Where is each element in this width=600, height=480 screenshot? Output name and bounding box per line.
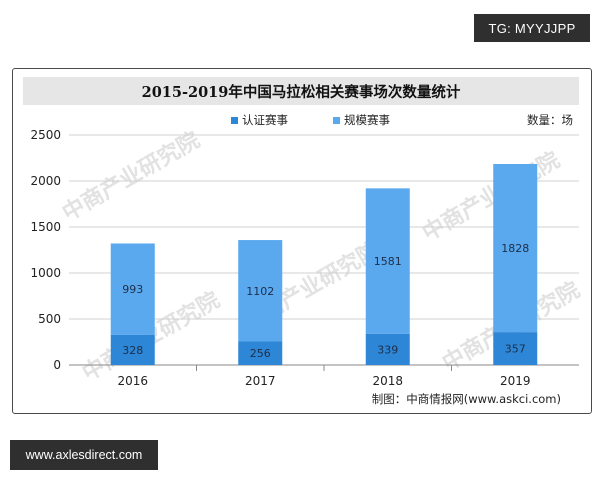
bottom-tag: www.axlesdirect.com bbox=[10, 440, 158, 470]
data-label-scale: 1102 bbox=[246, 285, 274, 298]
chart-legend: 认证赛事 规模赛事 数量：场 bbox=[13, 107, 591, 131]
bar-segment-certified bbox=[110, 334, 155, 365]
y-tick-label: 0 bbox=[53, 358, 61, 372]
legend-item-scale: 规模赛事 bbox=[333, 112, 390, 128]
legend-label-certified: 认证赛事 bbox=[242, 113, 288, 127]
y-tick-label: 1500 bbox=[30, 220, 61, 234]
legend-swatch-scale bbox=[333, 116, 340, 124]
data-label-certified: 256 bbox=[250, 347, 271, 360]
x-tick-label: 2018 bbox=[372, 374, 403, 388]
data-label-certified: 328 bbox=[122, 344, 143, 357]
bar-segment-scale bbox=[110, 243, 155, 335]
data-label-certified: 339 bbox=[377, 343, 398, 356]
y-tick-label: 500 bbox=[38, 312, 61, 326]
data-label-scale: 1581 bbox=[374, 255, 402, 268]
y-tick-label: 2500 bbox=[30, 128, 61, 142]
x-tick-label: 2017 bbox=[245, 374, 276, 388]
y-tick-label: 2000 bbox=[30, 174, 61, 188]
bar-segment-certified bbox=[365, 333, 410, 365]
chart-frame: 2015-2019年中国马拉松相关赛事场次数量统计 认证赛事 规模赛事 数量：场… bbox=[12, 68, 592, 414]
x-tick-label: 2016 bbox=[117, 374, 148, 388]
data-label-scale: 1828 bbox=[501, 242, 529, 255]
data-label-scale: 993 bbox=[122, 283, 143, 296]
source-note: 制图：中商情报网(www.askci.com) bbox=[371, 392, 561, 406]
bar-segment-certified bbox=[238, 341, 283, 365]
x-tick-label: 2019 bbox=[500, 374, 531, 388]
data-label-certified: 357 bbox=[505, 343, 526, 356]
chart-title: 2015-2019年中国马拉松相关赛事场次数量统计 bbox=[23, 77, 579, 105]
bar-segment-certified bbox=[493, 332, 538, 365]
y-tick-label: 1000 bbox=[30, 266, 61, 280]
bar-segment-scale bbox=[365, 188, 410, 334]
legend-label-scale: 规模赛事 bbox=[344, 113, 390, 127]
bar-chart: 0 500 1000 1500 2000 2500 328 993 2016 256 1102 201… bbox=[30, 128, 579, 388]
bar-segment-scale bbox=[493, 163, 538, 333]
bar-segment-scale bbox=[238, 240, 283, 342]
top-tag: TG: MYYJJPP bbox=[474, 14, 590, 42]
legend-swatch-certified bbox=[231, 116, 238, 124]
legend-item-certified: 认证赛事 bbox=[231, 112, 288, 128]
unit-label: 数量：场 bbox=[527, 113, 573, 127]
